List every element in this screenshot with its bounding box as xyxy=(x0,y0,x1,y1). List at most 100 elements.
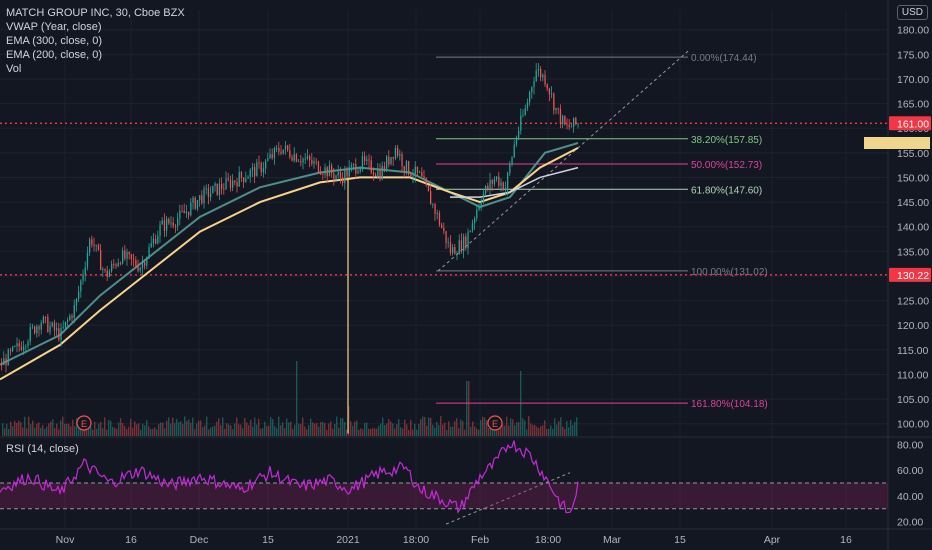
candle-body xyxy=(251,167,254,171)
candle-body xyxy=(47,316,49,332)
candle-body xyxy=(381,165,383,180)
candle-body xyxy=(183,210,185,214)
volume-bar xyxy=(100,421,102,436)
candle-body xyxy=(214,183,216,186)
volume-bar xyxy=(254,417,256,436)
rsi-legend[interactable]: RSI (14, close) xyxy=(6,443,79,455)
indicator-ema-200[interactable]: EMA (200, close, 0) xyxy=(6,49,102,61)
candle-body xyxy=(361,156,364,168)
candle-body xyxy=(357,171,359,174)
volume-bar xyxy=(38,422,40,436)
candle-body xyxy=(238,172,240,187)
candle-body xyxy=(260,163,262,173)
candle-body xyxy=(210,193,212,197)
volume-bar xyxy=(394,428,396,436)
volume-bar xyxy=(348,406,350,436)
volume-bar xyxy=(552,428,554,436)
volume-bar xyxy=(378,425,380,436)
candle-body xyxy=(36,326,38,334)
volume-bar xyxy=(236,417,238,436)
volume-bar xyxy=(230,425,232,436)
candle-body xyxy=(100,250,102,270)
volume-bar xyxy=(374,428,376,436)
volume-bar xyxy=(406,424,408,436)
candle-body xyxy=(544,74,546,85)
candle-body xyxy=(467,232,469,249)
candle-body xyxy=(320,172,322,175)
candle-body xyxy=(533,81,535,88)
volume-bar xyxy=(162,422,164,436)
volume-bar xyxy=(70,426,72,436)
candle-body xyxy=(337,172,339,176)
volume-bar xyxy=(206,416,208,436)
volume-bar xyxy=(42,425,44,436)
candle-body xyxy=(225,178,227,190)
volume-bar xyxy=(102,428,104,436)
volume-bar xyxy=(312,422,314,436)
volume-bar xyxy=(6,423,8,436)
candle-body xyxy=(529,92,531,103)
volume-bar xyxy=(272,418,274,436)
candle-body xyxy=(16,343,18,347)
candle-body xyxy=(20,346,23,350)
indicator-ema-300[interactable]: EMA (300, close, 0) xyxy=(6,35,102,47)
volume-bar xyxy=(74,426,76,436)
candle-body xyxy=(313,161,315,164)
candle-body xyxy=(80,280,82,292)
volume-bar xyxy=(24,416,26,436)
candle-body xyxy=(443,227,445,231)
price-badge-label: 161.00 xyxy=(897,118,929,130)
candle-body xyxy=(38,326,40,330)
candle-body xyxy=(441,224,443,228)
indicator-vwap[interactable]: VWAP (Year, close) xyxy=(6,21,102,33)
volume-bar xyxy=(468,381,470,436)
candle-body xyxy=(304,158,306,160)
volume-bar xyxy=(550,425,552,436)
earnings-icon xyxy=(487,415,503,431)
candle-body xyxy=(157,235,159,244)
volume-bar xyxy=(480,420,482,436)
volume-bar xyxy=(48,423,50,436)
volume-bar xyxy=(430,417,432,436)
volume-bar xyxy=(400,427,402,436)
candle-body xyxy=(3,358,5,366)
volume-bar xyxy=(110,420,112,436)
volume-bar xyxy=(318,426,320,436)
volume-bar xyxy=(150,428,152,436)
candle-body xyxy=(458,240,460,255)
candle-body xyxy=(511,156,513,165)
price-badge xyxy=(889,267,931,282)
candle-body xyxy=(487,186,489,189)
candle-body xyxy=(174,225,177,227)
candle-body xyxy=(478,205,480,210)
candle-body xyxy=(280,151,282,154)
candle-body xyxy=(315,161,317,163)
volume-bar xyxy=(542,425,544,436)
candle-body xyxy=(89,239,91,253)
candle-body xyxy=(452,247,454,253)
price-tick-label: 110.00 xyxy=(897,369,928,381)
volume-bar xyxy=(54,428,56,436)
indicator-volume[interactable]: Vol xyxy=(6,63,22,75)
volume-bar xyxy=(132,427,134,436)
candle-body xyxy=(463,236,465,252)
candle-body xyxy=(56,328,58,331)
volume-bar xyxy=(228,424,230,436)
volume-bar xyxy=(64,423,66,436)
volume-bar xyxy=(496,426,498,436)
volume-bar xyxy=(426,425,428,436)
volume-bar xyxy=(482,416,484,436)
candle-body xyxy=(276,147,278,149)
symbol-title[interactable]: MATCH GROUP INC, 30, Cboe BZX xyxy=(6,7,185,19)
volume-bar xyxy=(298,423,300,436)
currency-button[interactable]: USD xyxy=(896,5,928,20)
volume-bar xyxy=(332,428,334,436)
candle-body xyxy=(218,183,221,195)
volume-bar xyxy=(8,428,10,436)
volume-bar xyxy=(526,429,528,436)
candle-body xyxy=(152,238,155,244)
fibonacci-retracement[interactable]: 0.00%(174.44) 38.20%(157.85) 50.00%(152.73… xyxy=(0,49,888,525)
volume-bar xyxy=(106,429,108,436)
